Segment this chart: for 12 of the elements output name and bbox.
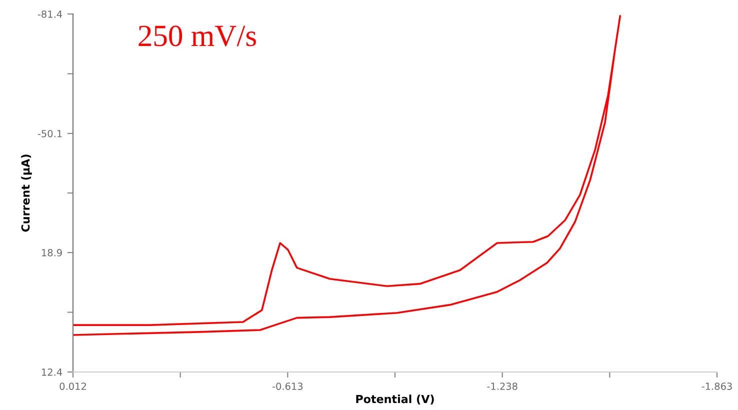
line-series xyxy=(73,15,622,336)
y-tick-label: 12.4 xyxy=(42,368,62,376)
y-tick-label: -81.4 xyxy=(38,10,62,18)
x-tick-label: -1.238 xyxy=(487,382,518,390)
x-tick-label: -0.613 xyxy=(272,382,303,390)
y-tick-label: 18.9 xyxy=(42,249,62,256)
annotation: 250 mV/s xyxy=(138,26,256,46)
x-tick-label: -1.863 xyxy=(702,382,732,390)
x-axis-title: Potential (V) xyxy=(356,394,434,405)
y-axis-title: Current (µA) xyxy=(21,154,32,232)
y-tick-label: -50.1 xyxy=(38,130,62,138)
x-tick-label: 0.012 xyxy=(60,382,86,390)
